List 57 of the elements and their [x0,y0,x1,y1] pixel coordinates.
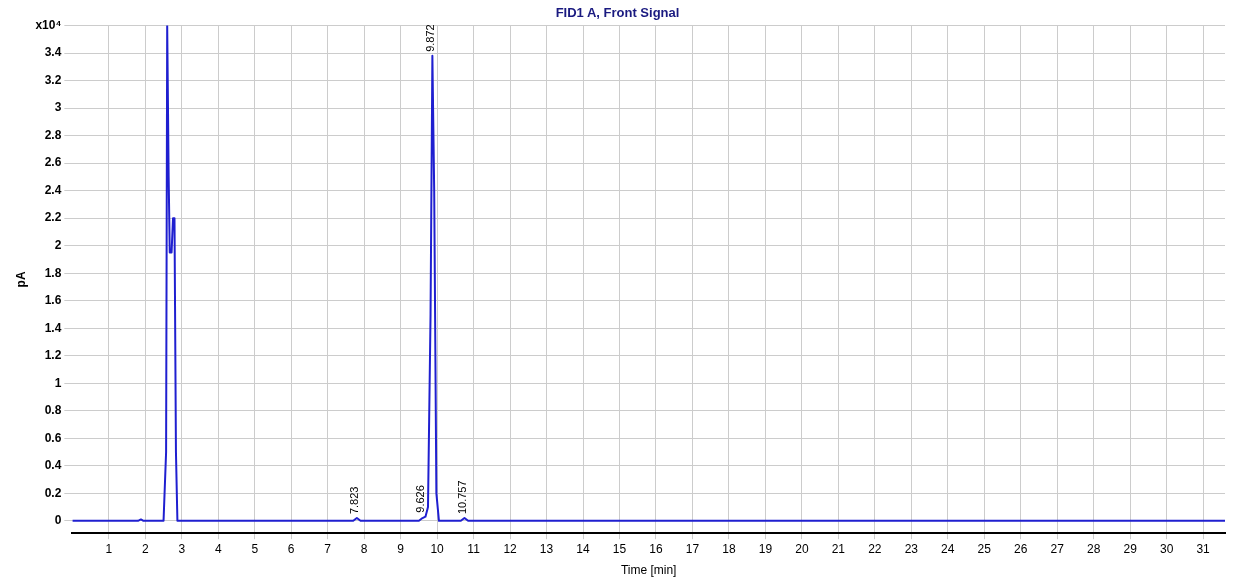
x-tick-label: 16 [649,541,663,556]
chart-title: FID1 A, Front Signal [555,5,680,21]
x-tick-label: 24 [941,541,955,556]
x-tick-label: 31 [1196,541,1211,556]
x-tick-label: 1 [105,541,113,556]
y-tick-label: 0.6 [44,430,62,445]
y-tick-label: 1.4 [44,320,62,335]
y-tick-label: 3.2 [44,72,62,87]
x-tick-label: 21 [831,541,846,556]
x-tick-label: 4 [214,541,222,556]
x-tick-label: 25 [977,541,992,556]
x-tick-label: 7 [324,541,332,556]
y-tick-label: 2.2 [44,210,62,225]
y-tick-label: 0 [54,513,62,528]
x-tick-label: 13 [539,541,554,556]
y-tick-label: 2 [54,238,62,253]
annotation: 9.872 [423,24,436,52]
x-tick-label: 20 [795,541,809,556]
y-tick-label: 1.6 [44,293,62,308]
x-tick-label: 28 [1087,541,1101,556]
y-tick-label: 2.4 [44,182,62,197]
x-tick-label: 29 [1123,541,1138,556]
x-tick-label: 6 [287,541,295,556]
y-tick-label: 1.2 [44,348,62,363]
x-tick-label: 19 [758,541,773,556]
y-tick-label: x10⁴ [35,17,62,32]
x-tick-label: 9 [397,541,405,556]
x-tick-label: 12 [503,541,518,556]
y-tick-label: 3.4 [44,45,62,60]
x-tick-label: 23 [904,541,919,556]
x-tick-label: 3 [178,541,186,556]
annotation: 7.823 [348,486,361,515]
y-tick-label: 0.4 [44,458,62,473]
x-tick-label: 18 [722,541,736,556]
annotation: 9.626 [414,485,427,513]
y-tick-label: 2.6 [44,155,62,170]
x-tick-label: 10 [430,541,445,556]
y-axis-title: pA [13,271,28,288]
annotation: 10.757 [456,480,469,515]
x-tick-label: 26 [1014,541,1028,556]
y-tick-label: 1 [54,375,62,390]
y-tick-label: 3 [54,100,62,115]
x-tick-label: 14 [576,541,591,556]
x-tick-label: 5 [251,541,259,556]
x-axis-title: Time [min] [620,563,677,578]
y-tick-label: 0.2 [44,485,62,500]
x-tick-label: 2 [141,541,149,556]
x-tick-label: 27 [1050,541,1065,556]
x-tick-label: 22 [868,541,882,556]
y-tick-label: 0.8 [44,403,62,418]
x-tick-label: 8 [360,541,368,556]
x-tick-label: 30 [1159,541,1174,556]
y-tick-label: 2.8 [44,127,62,142]
y-tick-label: 1.8 [44,265,62,280]
x-tick-label: 17 [685,541,700,556]
x-tick-label: 15 [612,541,627,556]
x-tick-label: 11 [467,541,481,556]
